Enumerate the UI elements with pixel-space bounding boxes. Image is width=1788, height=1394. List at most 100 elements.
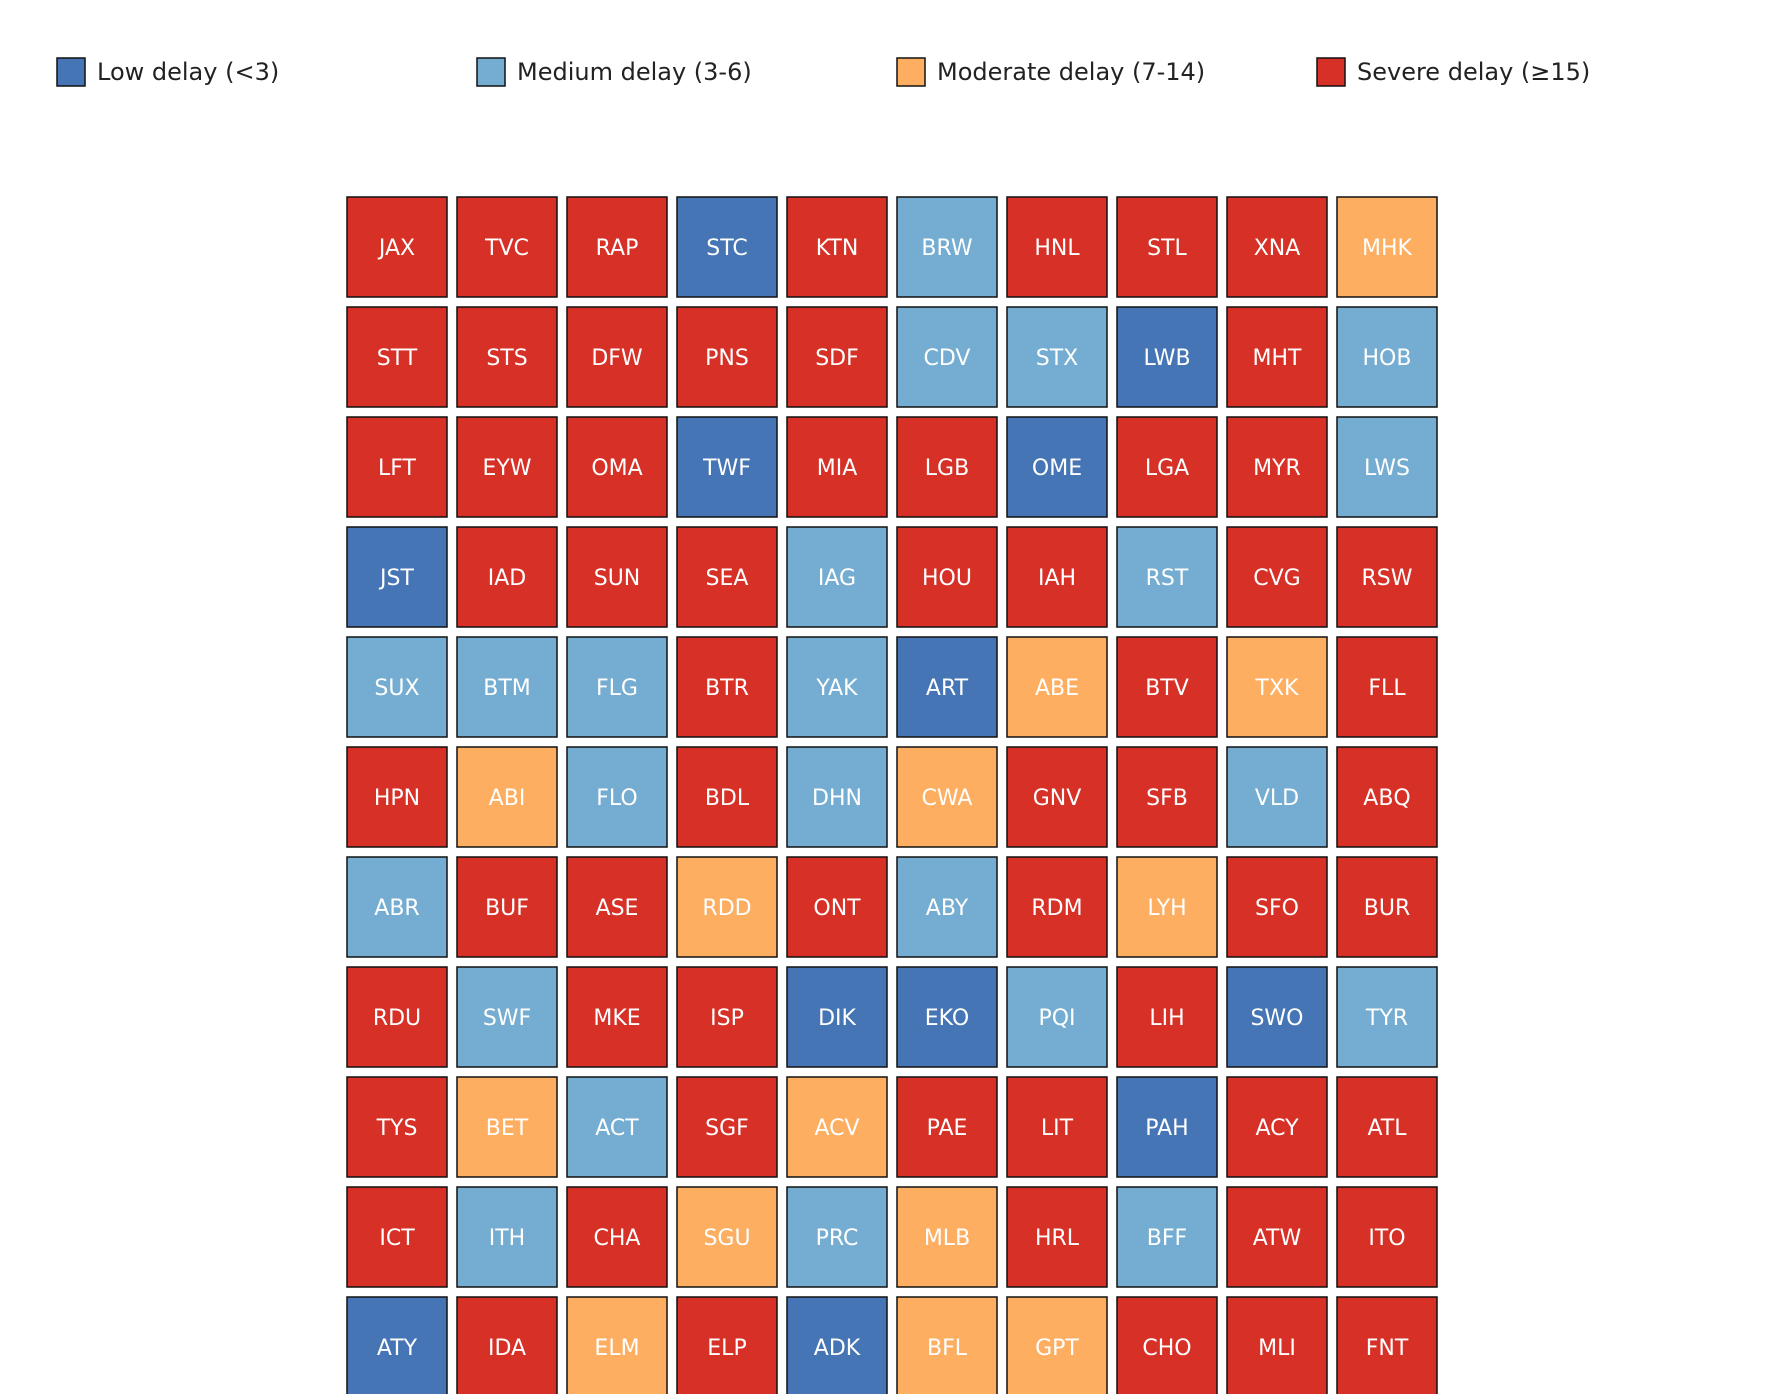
- tile-acy: ACY: [1226, 1076, 1328, 1178]
- tile-rect: [786, 416, 888, 518]
- tile-label: BUR: [1364, 896, 1410, 921]
- tile-label: BTR: [705, 676, 749, 701]
- tile-hpn: HPN: [346, 746, 448, 848]
- tile-eko: EKO: [896, 966, 998, 1068]
- tile-rect: [1006, 306, 1108, 408]
- tile-vld: VLD: [1226, 746, 1328, 848]
- tile-label: PAH: [1145, 1116, 1188, 1141]
- tile-label: STX: [1036, 346, 1078, 371]
- tile-oma: OMA: [566, 416, 668, 518]
- tile-label: HOB: [1363, 346, 1412, 371]
- tile-lwb: LWB: [1116, 306, 1218, 408]
- tile-rect: [786, 306, 888, 408]
- tile-rect: [346, 856, 448, 958]
- tile-label: MKE: [593, 1006, 640, 1031]
- tile-label: VLD: [1255, 786, 1299, 811]
- tile-iag: IAG: [786, 526, 888, 628]
- tile-rect: [456, 1186, 558, 1288]
- tile-label: BET: [486, 1116, 529, 1141]
- tile-sts: STS: [456, 306, 558, 408]
- tile-rect: [896, 746, 998, 848]
- tile-label: ISP: [710, 1006, 744, 1031]
- tile-rect: [676, 196, 778, 298]
- tile-iah: IAH: [1006, 526, 1108, 628]
- tile-rect: [786, 1076, 888, 1178]
- tile-rect: [1336, 416, 1438, 518]
- tile-rect: [786, 636, 888, 738]
- tile-label: ATW: [1253, 1226, 1302, 1251]
- tile-myr: MYR: [1226, 416, 1328, 518]
- tile-label: CHA: [594, 1226, 641, 1251]
- tile-rect: [346, 416, 448, 518]
- legend-label-low: Low delay (<3): [97, 58, 279, 86]
- tile-rect: [566, 416, 668, 518]
- tile-label: STS: [486, 346, 527, 371]
- tile-label: IDA: [488, 1336, 526, 1361]
- tile-label: BTV: [1145, 676, 1189, 701]
- tile-rect: [456, 196, 558, 298]
- tile-rect: [456, 966, 558, 1068]
- tile-rect: [346, 1076, 448, 1178]
- tile-rect: [896, 1296, 998, 1394]
- tile-abr: ABR: [346, 856, 448, 958]
- tile-rdd: RDD: [676, 856, 778, 958]
- tile-mht: MHT: [1226, 306, 1328, 408]
- legend-swatch-medium: [476, 57, 506, 87]
- tile-label: IAG: [818, 566, 856, 591]
- tile-rect: [566, 526, 668, 628]
- tile-hrl: HRL: [1006, 1186, 1108, 1288]
- tile-abi: ABI: [456, 746, 558, 848]
- tile-rect: [1116, 1076, 1218, 1178]
- tile-rect: [346, 1186, 448, 1288]
- tile-ome: OME: [1006, 416, 1108, 518]
- tile-btr: BTR: [676, 636, 778, 738]
- tile-rect: [1226, 306, 1328, 408]
- tile-label: SUX: [374, 676, 419, 701]
- tile-art: ART: [896, 636, 998, 738]
- tile-lws: LWS: [1336, 416, 1438, 518]
- tile-rect: [1116, 966, 1218, 1068]
- tile-rect: [1336, 1186, 1438, 1288]
- tile-twf: TWF: [676, 416, 778, 518]
- tile-lgb: LGB: [896, 416, 998, 518]
- tile-label: RDD: [702, 896, 751, 921]
- tile-rect: [566, 746, 668, 848]
- tile-label: RST: [1146, 566, 1189, 591]
- tile-rect: [676, 526, 778, 628]
- tile-rect: [1006, 966, 1108, 1068]
- tile-label: GPT: [1035, 1336, 1079, 1361]
- legend-swatch-moderate: [896, 57, 926, 87]
- tile-label: SGU: [703, 1226, 750, 1251]
- tile-label: BUF: [485, 896, 529, 921]
- tile-label: LYH: [1147, 896, 1186, 921]
- tile-abq: ABQ: [1336, 746, 1438, 848]
- tile-label: ACT: [595, 1116, 639, 1141]
- tile-label: ATY: [377, 1336, 418, 1361]
- tile-rect: [896, 856, 998, 958]
- tile-label: ICT: [379, 1226, 415, 1251]
- tile-btv: BTV: [1116, 636, 1218, 738]
- tile-aty: ATY: [346, 1296, 448, 1394]
- tile-label: FLG: [596, 676, 638, 701]
- tile-rect: [676, 306, 778, 408]
- tile-rect: [896, 416, 998, 518]
- tile-label: PAE: [927, 1116, 968, 1141]
- tile-label: RDM: [1031, 896, 1082, 921]
- tile-rect: [896, 526, 998, 628]
- tile-sun: SUN: [566, 526, 668, 628]
- tile-rect: [1006, 746, 1108, 848]
- tile-rdu: RDU: [346, 966, 448, 1068]
- tile-rect: [676, 746, 778, 848]
- tile-rect: [566, 306, 668, 408]
- tile-label: GNV: [1033, 786, 1082, 811]
- tile-ict: ICT: [346, 1186, 448, 1288]
- tile-abe: ABE: [1006, 636, 1108, 738]
- tile-rect: [566, 1076, 668, 1178]
- tile-tvc: TVC: [456, 196, 558, 298]
- tile-rsw: RSW: [1336, 526, 1438, 628]
- tile-sgf: SGF: [676, 1076, 778, 1178]
- tile-label: DHN: [812, 786, 862, 811]
- tile-rect: [346, 636, 448, 738]
- tile-swf: SWF: [456, 966, 558, 1068]
- tile-rect: [1116, 636, 1218, 738]
